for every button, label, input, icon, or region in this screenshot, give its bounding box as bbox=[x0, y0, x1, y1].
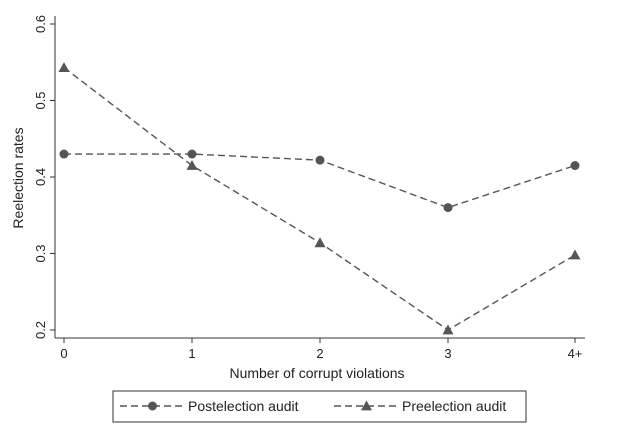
triangle-marker bbox=[569, 249, 581, 260]
triangle-marker bbox=[58, 62, 70, 73]
x-tick-label: 3 bbox=[444, 346, 451, 361]
legend-label: Preelection audit bbox=[402, 398, 506, 414]
triangle-marker bbox=[186, 160, 198, 170]
y-tick-label: 0.6 bbox=[33, 15, 48, 33]
circle-marker bbox=[187, 149, 197, 159]
triangle-marker bbox=[314, 237, 326, 248]
y-tick-label: 0.4 bbox=[33, 168, 48, 186]
circle-marker bbox=[443, 203, 453, 213]
x-tick-label: 4+ bbox=[568, 346, 583, 361]
series-markers bbox=[58, 62, 581, 335]
x-axis-label: Number of corrupt violations bbox=[229, 365, 404, 381]
circle-marker bbox=[59, 149, 69, 159]
legend-circle-marker bbox=[148, 401, 157, 411]
circle-marker bbox=[315, 155, 325, 165]
circle-marker bbox=[570, 161, 580, 171]
y-tick-label: 0.3 bbox=[33, 244, 48, 262]
legend-triangle-marker bbox=[361, 400, 372, 411]
y-axis-label: Reelection rates bbox=[10, 127, 26, 228]
y-tick-label: 0.2 bbox=[33, 321, 48, 339]
x-tick-label: 2 bbox=[316, 346, 323, 361]
legend-label: Postelection audit bbox=[188, 398, 299, 414]
axes: 0.2 0.3 0.4 0.5 0.6 0 1 2 3 4+ bbox=[33, 15, 585, 361]
y-tick-label: 0.5 bbox=[33, 91, 48, 109]
x-tick-label: 0 bbox=[60, 346, 67, 361]
legend: Postelection audit Preelection audit bbox=[112, 390, 527, 423]
triangle-marker bbox=[442, 324, 454, 335]
x-tick-label: 1 bbox=[188, 346, 195, 361]
